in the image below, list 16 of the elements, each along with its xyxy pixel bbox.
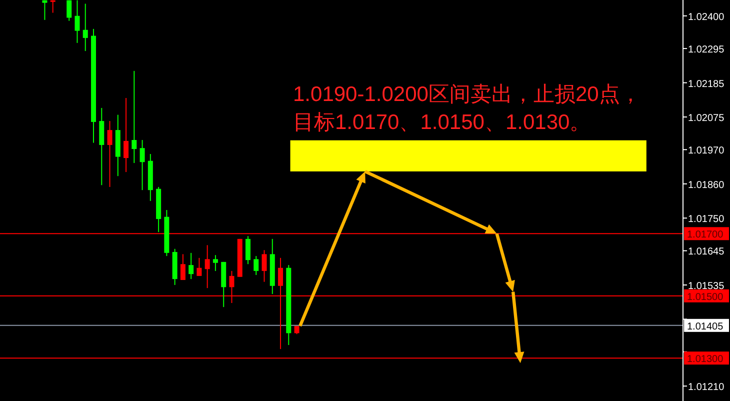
y-tick-label: 1.02185 <box>688 78 725 90</box>
ref-line-label: 1.01300 <box>687 354 724 366</box>
y-tick-label: 1.01970 <box>688 146 725 157</box>
y-tick-label: 1.01860 <box>688 180 725 191</box>
ref-line-label: 1.01700 <box>687 230 724 241</box>
ref-line-label: 1.01405 <box>687 321 724 332</box>
y-tick-label: 1.02295 <box>688 44 725 56</box>
ref-line-label: 1.01500 <box>687 292 724 303</box>
y-tick-label: 1.02075 <box>688 112 725 124</box>
y-tick-label: 1.01210 <box>688 382 725 394</box>
annotation: 目标1.0170、1.0150、1.0130。 <box>293 111 591 134</box>
y-tick-label: 1.01750 <box>688 214 725 226</box>
annotation: 1.0190-1.0200区间卖出，止损20点， <box>293 83 641 106</box>
y-tick-label: 1.01535 <box>688 280 725 292</box>
y-tick-label: 1.01645 <box>688 246 725 258</box>
y-tick-label: 1.02400 <box>688 12 725 23</box>
